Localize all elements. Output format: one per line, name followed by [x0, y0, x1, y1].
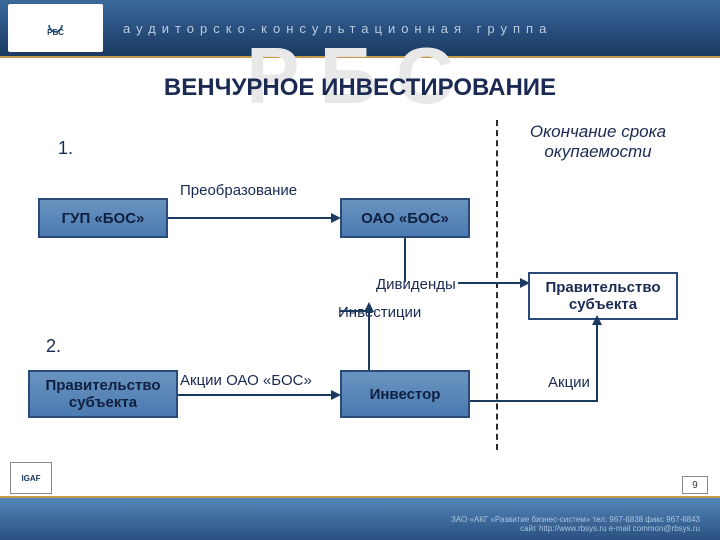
footer-line1: ЗАО «АКГ «Развитие бизнес-систем» тел. 9… — [451, 515, 700, 525]
edge-gup-oao — [168, 217, 333, 219]
gov-left-box: Правительство субъекта — [28, 370, 178, 418]
gov-right-box: Правительство субъекта — [528, 272, 678, 320]
gov-right-label: Правительство субъекта — [530, 279, 676, 313]
page-number: 9 — [682, 476, 708, 494]
footer-text: ЗАО «АКГ «Развитие бизнес-систем» тел. 9… — [451, 515, 700, 534]
edge-shares-h — [470, 400, 598, 402]
investor-box: Инвестор — [340, 370, 470, 418]
edge-shares-v — [596, 322, 598, 402]
end-period-label: Окончание срока окупаемости — [518, 122, 678, 162]
logo-text: РБС — [47, 29, 64, 37]
step-1-label: 1. — [58, 138, 73, 159]
dividends-label: Дивиденды — [376, 276, 456, 293]
transform-label: Преобразование — [180, 182, 297, 199]
edge-dividends — [458, 282, 526, 284]
investments-label: Инвестиции — [338, 304, 421, 321]
page-title: ВЕНЧУРНОЕ ИНВЕСТИРОВАНИЕ — [28, 74, 692, 102]
arrow-dividends-icon — [520, 278, 530, 288]
oao-box: ОАО «БОС» — [340, 198, 470, 238]
shares-oao-label: Акции ОАО «БОС» — [180, 372, 312, 389]
diagram: 1. Окончание срока окупаемости ГУП «БОС»… — [28, 120, 688, 470]
footer-line2: сайт http://www.rbsys.ru e-mail common@r… — [451, 524, 700, 534]
footer-bar: ЗАО «АКГ «Развитие бизнес-систем» тел. 9… — [0, 498, 720, 540]
edge-oao-down — [404, 238, 406, 282]
gov-left-label: Правительство субъекта — [34, 377, 172, 411]
logo: ◡ РБС — [8, 4, 103, 52]
shares-label: Акции — [548, 374, 590, 391]
arrow-shares-icon — [592, 315, 602, 325]
edge-investments — [340, 310, 370, 312]
step-2-label: 2. — [46, 336, 61, 357]
edge-investor-up — [368, 310, 370, 370]
content-area: ВЕНЧУРНОЕ ИНВЕСТИРОВАНИЕ 1. Окончание ср… — [0, 58, 720, 470]
gup-box: ГУП «БОС» — [38, 198, 168, 238]
edge-gov-investor — [178, 394, 333, 396]
